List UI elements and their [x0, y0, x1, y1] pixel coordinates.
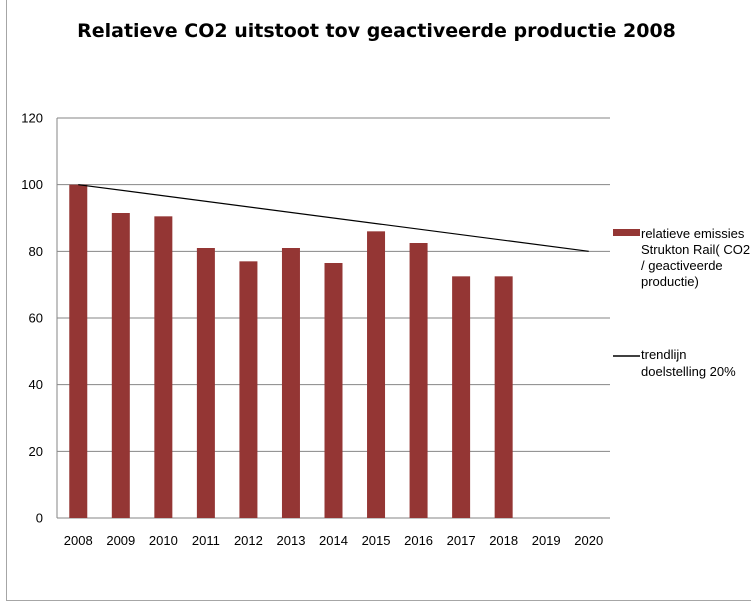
bar	[69, 184, 88, 518]
y-tick-label: 40	[29, 377, 43, 392]
bar	[409, 243, 428, 518]
bar	[324, 263, 343, 518]
x-tick-label: 2008	[64, 533, 93, 548]
bar	[281, 248, 300, 518]
bar	[494, 276, 513, 518]
bar	[196, 248, 215, 518]
x-tick-label: 2017	[447, 533, 476, 548]
y-tick-label: 100	[21, 177, 43, 192]
bar	[367, 231, 386, 519]
x-tick-label: 2016	[404, 533, 433, 548]
x-tick-label: 2012	[234, 533, 263, 548]
legend-label-trendlijn: trendlijn	[641, 347, 687, 362]
legend-label-trendlijn: doelstelling 20%	[641, 364, 736, 379]
bar	[452, 276, 471, 518]
y-tick-label: 0	[36, 511, 43, 526]
x-tick-label: 2015	[362, 533, 391, 548]
legend-label-emissies: / geactiveerde	[641, 258, 723, 273]
legend-bar-swatch	[613, 229, 640, 236]
bar	[239, 261, 258, 518]
bar	[111, 213, 130, 518]
bar	[154, 216, 173, 519]
x-tick-label: 2020	[574, 533, 603, 548]
trend-line	[78, 184, 589, 252]
x-tick-label: 2019	[532, 533, 561, 548]
chart-title: Relatieve CO2 uitstoot tov geactiveerde …	[77, 20, 676, 42]
y-tick-label: 80	[29, 244, 43, 259]
x-tick-label: 2010	[149, 533, 178, 548]
x-tick-label: 2013	[277, 533, 306, 548]
x-tick-label: 2009	[106, 533, 135, 548]
x-tick-label: 2014	[319, 533, 348, 548]
x-tick-label: 2011	[192, 533, 220, 548]
y-tick-label: 60	[29, 311, 43, 326]
x-tick-label: 2018	[489, 533, 518, 548]
legend-label-emissies: relatieve emissies	[641, 226, 745, 241]
legend-label-emissies: productie)	[641, 274, 699, 289]
y-tick-label: 120	[21, 111, 43, 126]
y-tick-label: 20	[29, 444, 43, 459]
legend-label-emissies: Strukton Rail( CO2	[641, 242, 750, 257]
